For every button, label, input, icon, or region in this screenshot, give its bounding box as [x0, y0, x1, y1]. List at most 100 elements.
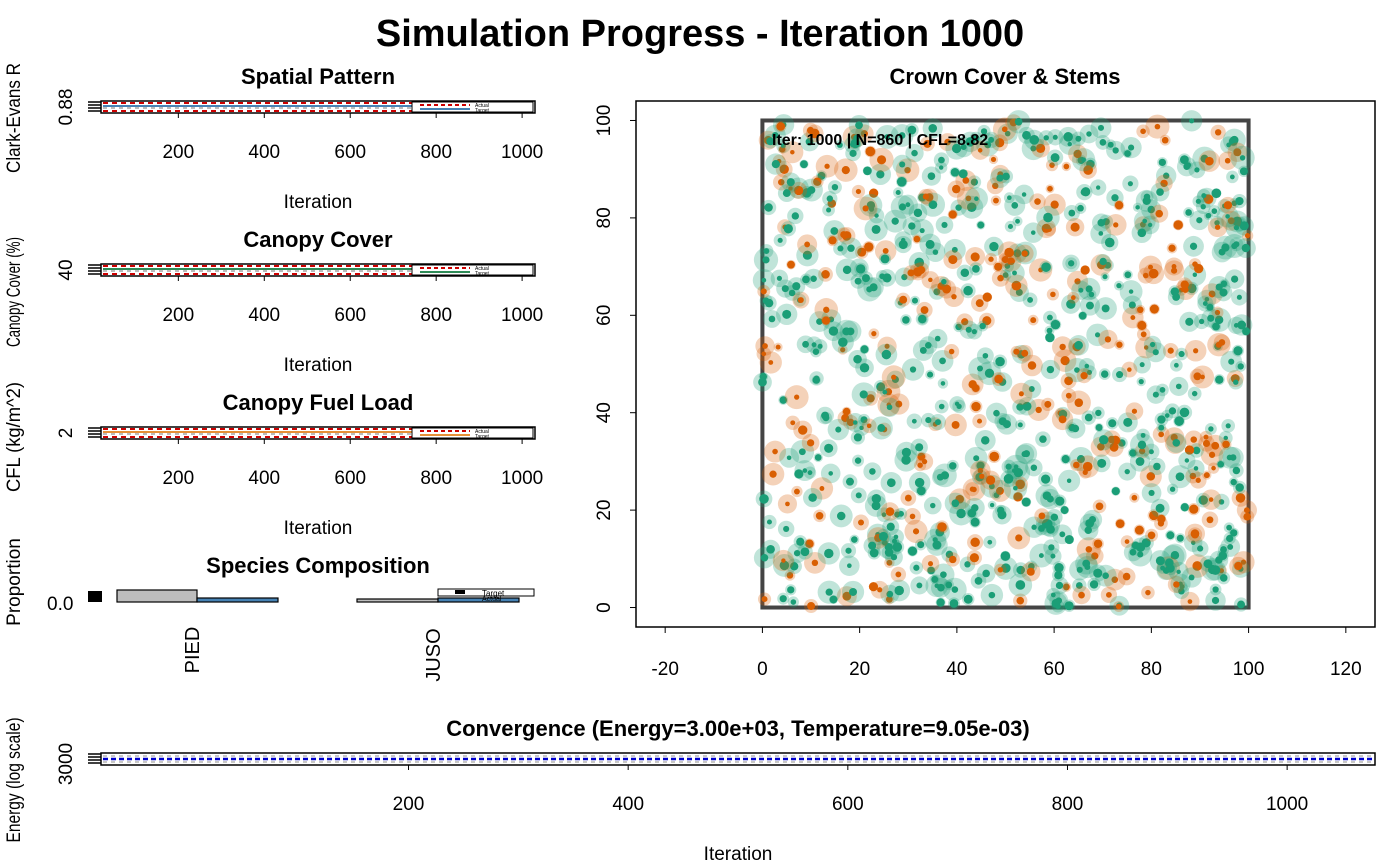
stem-juso [838, 337, 848, 348]
stem-pied [949, 555, 957, 564]
stem-pied [1080, 372, 1088, 380]
stem-juso [1185, 209, 1192, 216]
stem-pied [985, 475, 996, 485]
stem-pied [909, 513, 916, 520]
stem-juso [1175, 383, 1182, 390]
x-tick-label: 20 [849, 659, 870, 680]
stem-pied [1124, 539, 1130, 544]
stem-juso [1030, 230, 1036, 235]
stem-pied [760, 288, 767, 295]
stem-juso [859, 425, 864, 431]
stem-pied [1140, 331, 1147, 338]
stem-pied [1240, 559, 1247, 565]
stem-juso [1233, 346, 1243, 356]
x-tick-label: 200 [393, 794, 425, 815]
stem-pied [860, 130, 868, 138]
stem-pied [805, 539, 814, 549]
y-tick-label: 0 [594, 602, 615, 613]
stem-juso [771, 131, 779, 139]
stem-pied [1235, 493, 1246, 503]
x-tick-label: 1000 [501, 142, 543, 163]
stem-juso [898, 132, 906, 139]
stem-juso [793, 549, 801, 557]
stem-juso [1159, 387, 1166, 393]
stem-juso [1030, 464, 1038, 471]
stem-juso [1223, 435, 1229, 441]
stem-juso [1093, 568, 1103, 578]
stem-juso [1016, 565, 1026, 575]
panel-crown-cover: Crown Cover & Stems -20 0 20 40 60 80 100 120 0 20… [594, 64, 1376, 680]
stem-pied [1059, 343, 1066, 351]
stem-juso [1214, 220, 1220, 226]
stem-pied [1047, 185, 1053, 192]
stem-juso [796, 537, 805, 546]
legend-label-actual: Actual [475, 103, 489, 109]
stem-juso [1140, 432, 1146, 438]
stem-juso [1116, 283, 1122, 289]
stem-juso [1228, 358, 1235, 365]
stem-pied [914, 271, 919, 276]
stem-juso [989, 241, 999, 252]
stem-pied [1080, 265, 1090, 275]
stem-pied [1147, 531, 1156, 540]
stem-pied [917, 266, 926, 275]
stem-pied [1065, 392, 1072, 399]
stem-juso [1014, 117, 1023, 126]
stem-juso [1095, 409, 1102, 417]
stem-juso [902, 316, 910, 324]
stem-pied [1073, 149, 1082, 159]
stem-juso [1226, 534, 1234, 543]
stem-juso [914, 257, 925, 268]
stem-juso [816, 318, 823, 325]
stem-pied [944, 138, 951, 146]
stem-pied [1208, 290, 1216, 298]
plot-boundary [760, 118, 1251, 610]
stem-pied [920, 306, 929, 314]
stem-pied [1180, 280, 1189, 289]
stem-juso [1001, 563, 1011, 573]
stem-juso [861, 274, 870, 283]
stem-juso [950, 167, 960, 177]
stem-pied [1122, 572, 1131, 581]
stem-juso [786, 455, 792, 461]
stem-pied [1208, 451, 1216, 458]
stem-pied [948, 255, 958, 265]
stem-pied [840, 347, 846, 353]
stem-pied [884, 343, 890, 349]
stem-pied [997, 567, 1004, 573]
stem-pied [1038, 512, 1046, 520]
stem-juso [1021, 451, 1028, 458]
bar-juso-target [356, 598, 439, 603]
stem-pied [813, 177, 822, 186]
stem-juso [1168, 407, 1177, 415]
stem-pied [1192, 561, 1203, 571]
y-tick-label: 60 [594, 305, 615, 326]
stem-juso [869, 468, 876, 475]
stem-pied [1073, 461, 1080, 469]
stem-pied [928, 277, 933, 283]
stem-juso [927, 371, 934, 378]
stem-pied [1223, 201, 1233, 210]
stem-juso [853, 420, 858, 425]
stem-juso [1200, 204, 1206, 210]
stem-juso [1206, 303, 1214, 311]
stem-pied [807, 602, 816, 610]
stem-juso [956, 403, 962, 410]
stem-pied [1244, 233, 1251, 239]
stem-juso [1063, 132, 1073, 142]
stem-pied [762, 343, 768, 349]
stem-juso [1189, 242, 1198, 250]
stem-pied [1145, 589, 1151, 596]
stem-juso [974, 577, 983, 585]
stem-pied [1064, 376, 1073, 386]
stem-juso [1201, 193, 1207, 199]
stem-juso [1166, 531, 1175, 540]
stem-juso [1084, 526, 1092, 534]
stem-juso [890, 553, 898, 561]
stem-juso [1021, 497, 1031, 507]
stem-juso [1239, 167, 1248, 176]
x-tick-label: 800 [420, 142, 452, 163]
stem-juso [1017, 422, 1023, 428]
stem-pied [778, 178, 785, 186]
stem-juso [936, 473, 944, 481]
